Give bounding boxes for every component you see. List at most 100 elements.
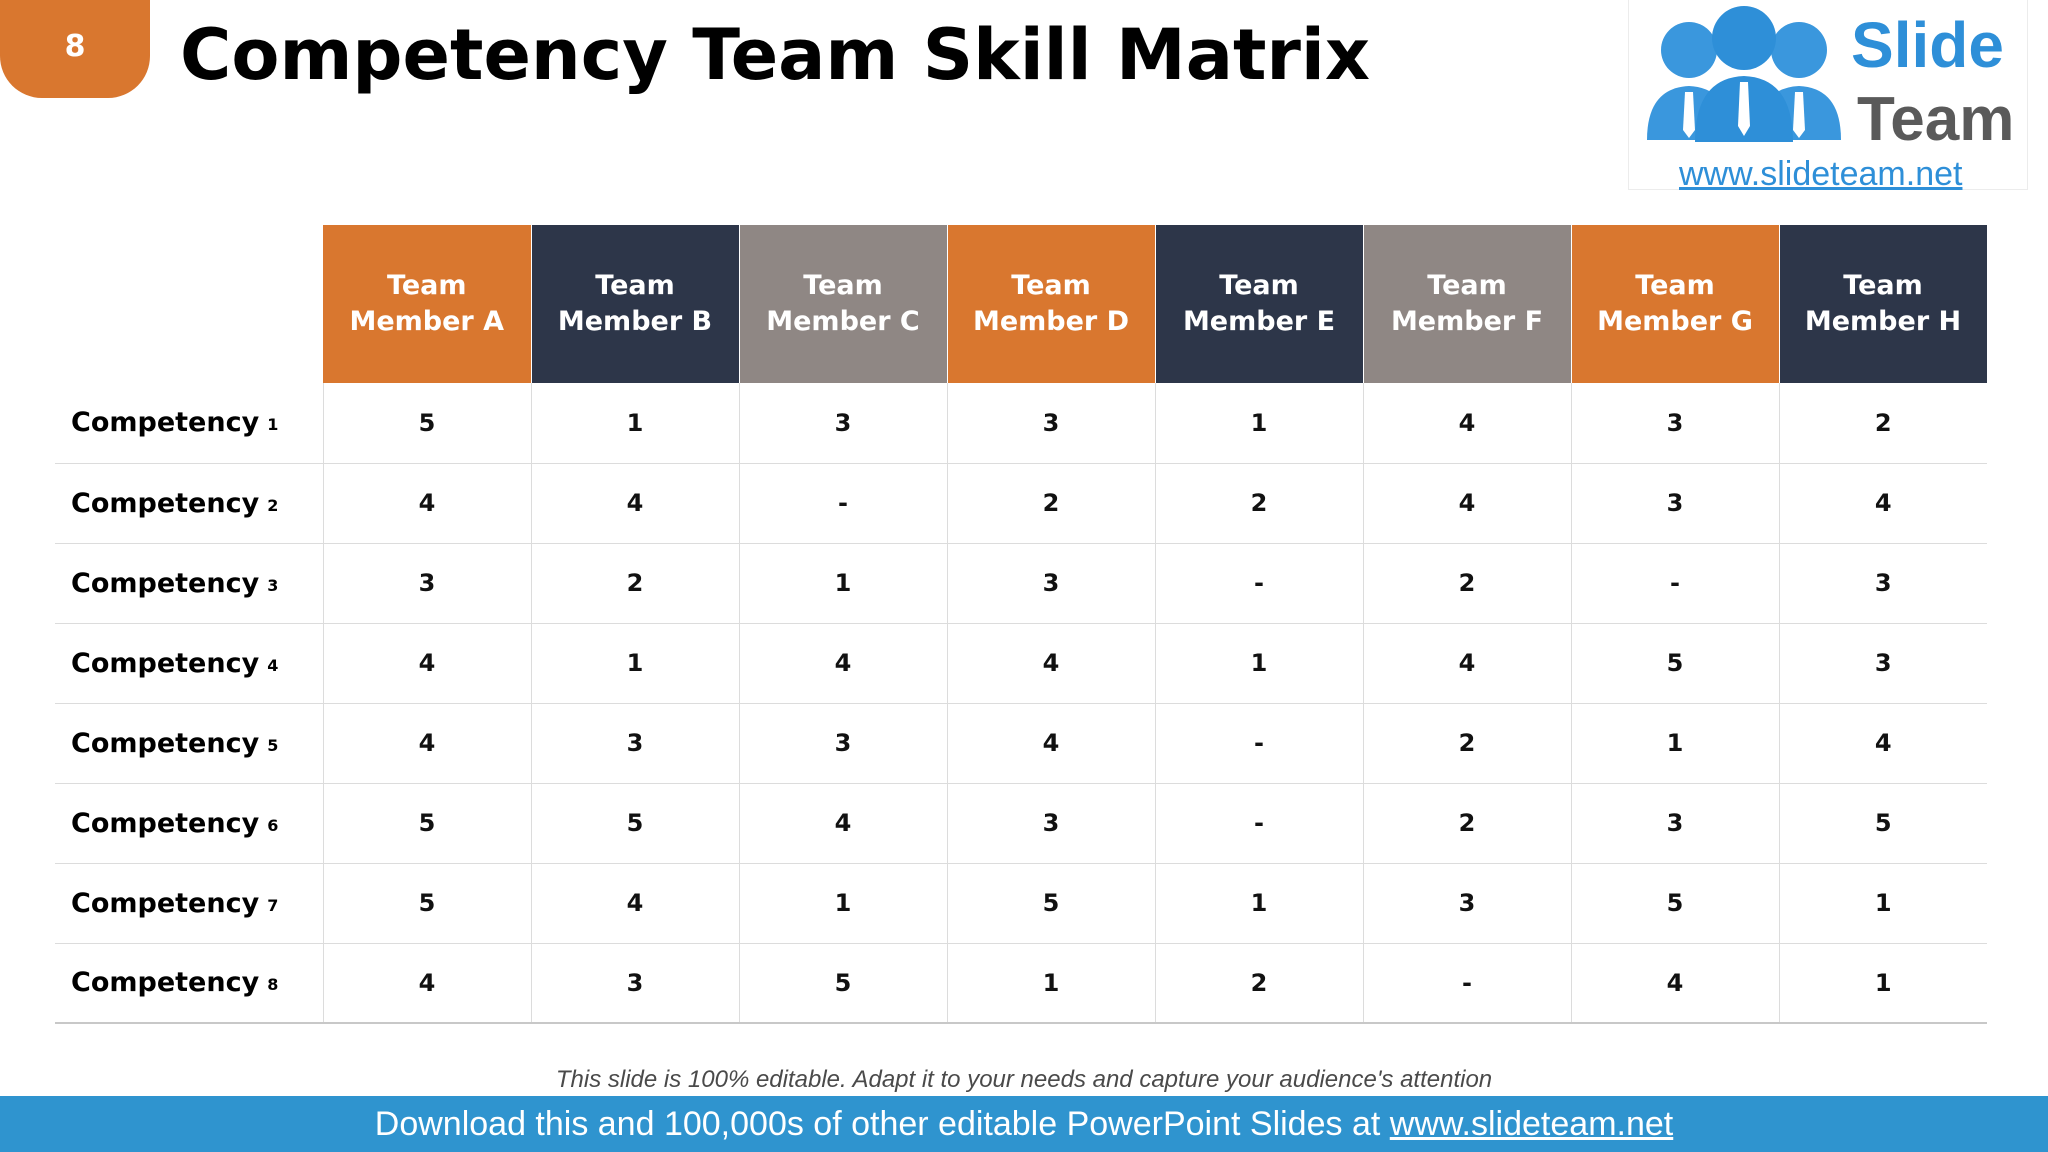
header-line2: Member C [766,306,920,337]
row-label: Competency 6 [55,783,323,864]
table-cell: 1 [1778,863,1987,944]
table-cell: 3 [946,383,1155,464]
header-line2: Member F [1390,306,1544,337]
table-cell: 5 [530,783,739,864]
logo-url-link[interactable]: www.slideteam.net [1679,155,1963,193]
table-cell: 4 [322,943,531,1024]
slide-number-badge: 8 [0,0,150,98]
table-cell: 4 [322,463,531,544]
row-label-number: 2 [267,495,279,515]
header-line1: Team [803,270,883,301]
table-cell: 1 [1154,383,1363,464]
column-header-member-a: Team Member A [323,225,532,383]
table-cell: 5 [738,943,947,1024]
table-cell: 3 [1570,463,1779,544]
table-cell: 3 [1570,383,1779,464]
header-line2: Member H [1804,306,1962,337]
slideteam-logo[interactable]: Slide Team www.slideteam.net [1628,0,2028,193]
table-cell: 1 [1154,863,1363,944]
table-cell: 1 [530,623,739,704]
editable-note: This slide is 100% editable. Adapt it to… [555,1066,1493,1093]
row-label: Competency 3 [55,543,323,624]
table-row: Competency 5 4 3 3 4 - 2 1 4 [55,703,1987,784]
header-line1: Team [1011,270,1091,301]
column-header-member-h: Team Member H [1779,225,1988,383]
column-header-member-b: Team Member B [531,225,740,383]
table-row: Competency 8 4 3 5 1 2 - 4 1 [55,943,1987,1024]
table-cell: 3 [530,703,739,784]
row-label: Competency 4 [55,623,323,704]
row-label-text: Competency [71,807,260,839]
skill-matrix-table: Team Member A Team Member B Team Member C T… [55,225,1988,1024]
table-row: Competency 1 5 1 3 3 1 4 3 2 [55,383,1987,464]
table-cell: 4 [1778,703,1987,784]
table-cell: 1 [946,943,1155,1024]
table-cell: 2 [1362,703,1571,784]
table-cell: 5 [1570,863,1779,944]
row-label-text: Competency [71,647,260,679]
logo-text-slide: Slide [1851,9,2004,81]
row-label: Competency 7 [55,863,323,944]
table-cell: 5 [1778,783,1987,864]
table-cell: 3 [1362,863,1571,944]
header-line1: Team [1635,270,1715,301]
table-cell: 1 [1154,623,1363,704]
table-cell: 3 [946,783,1155,864]
table-cell: 2 [1154,943,1363,1024]
table-cell: 1 [530,383,739,464]
table-cell: 4 [530,463,739,544]
table-row: Competency 4 4 1 4 4 1 4 5 3 [55,623,1987,704]
header-line1: Team [1843,270,1923,301]
table-cell: 5 [322,783,531,864]
row-label: Competency 2 [55,463,323,544]
row-label-number: 7 [267,895,279,915]
table-cell: 4 [1778,463,1987,544]
header-line2: Member E [1182,306,1336,337]
row-label-number: 4 [267,655,279,675]
table-cell: 4 [946,623,1155,704]
row-label-number: 6 [267,815,279,835]
download-footer-banner[interactable]: Download this and 100,000s of other edit… [0,1096,2048,1152]
table-cell: 4 [738,783,947,864]
table-cell: 1 [1778,943,1987,1024]
table-row: Competency 3 3 2 1 3 - 2 - 3 [55,543,1987,624]
column-header-member-e: Team Member E [1155,225,1364,383]
table-cell: 3 [322,543,531,624]
table-cell: - [1154,783,1363,864]
table-cell: 2 [530,543,739,624]
table-cell: 4 [1570,943,1779,1024]
column-header-member-c: Team Member C [739,225,948,383]
header-line2: Member D [972,306,1130,337]
table-cell: 5 [1570,623,1779,704]
table-cell: 4 [1362,463,1571,544]
row-label-text: Competency [71,567,260,599]
people-group-icon [1647,6,1841,142]
table-cell: 4 [530,863,739,944]
header-line2: Member G [1597,306,1753,337]
table-cell: 1 [738,863,947,944]
logo-text-team: Team [1857,85,2015,154]
table-cell: 4 [1362,383,1571,464]
header-line1: Team [387,270,467,301]
table-cell: 2 [1778,383,1987,464]
row-label-number: 3 [267,575,279,595]
table-cell: - [738,463,947,544]
table-cell: 3 [738,703,947,784]
header-row: Team Member A Team Member B Team Member C T… [55,225,1988,383]
column-header-member-f: Team Member F [1363,225,1572,383]
table-row: Competency 6 5 5 4 3 - 2 3 5 [55,783,1987,864]
table-row: Competency 7 5 4 1 5 1 3 5 1 [55,863,1987,944]
table-cell: 3 [530,943,739,1024]
footer-link[interactable]: www.slideteam.net [1389,1105,1674,1143]
table-cell: 3 [738,383,947,464]
column-header-member-g: Team Member G [1571,225,1780,383]
table-cell: 5 [322,383,531,464]
table-cell: - [1362,943,1571,1024]
row-label-text: Competency [71,487,260,519]
table-cell: 1 [1570,703,1779,784]
table-cell: 3 [1778,543,1987,624]
table-cell: - [1154,543,1363,624]
table-cell: - [1570,543,1779,624]
row-label-text: Competency [71,967,260,999]
table-cell: 5 [946,863,1155,944]
